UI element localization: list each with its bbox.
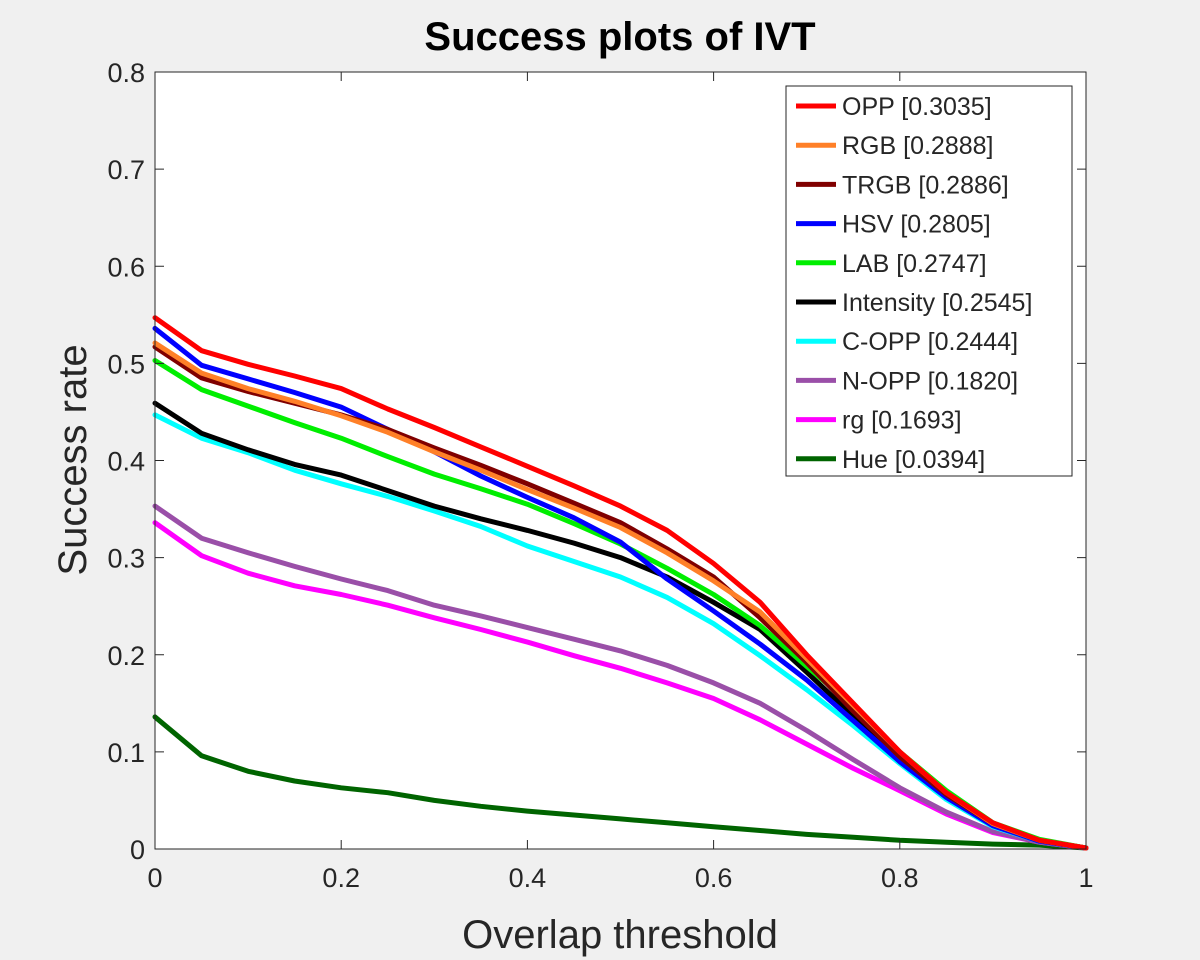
legend: OPP [0.3035] RGB [0.2888] TRGB [0.2886] HSV… <box>785 85 1073 477</box>
series-line-9 <box>152 714 1089 851</box>
chart-title: Success plots of IVT <box>424 15 815 59</box>
legend-label-1: RGB [0.2888] <box>842 132 993 160</box>
x-tick-label: 0.6 <box>695 863 733 893</box>
y-tick-label: 0.1 <box>107 738 145 768</box>
y-tick-label: 0.4 <box>107 447 145 477</box>
series-line-0 <box>152 315 1089 851</box>
legend-label-9: Hue [0.0394] <box>842 446 985 474</box>
legend-label-6: C-OPP [0.2444] <box>842 328 1018 356</box>
legend-label-5: Intensity [0.2545] <box>842 289 1032 317</box>
legend-box <box>785 85 1073 477</box>
legend-label-3: HSV [0.2805] <box>842 211 991 239</box>
legend-label-8: rg [0.1693] <box>842 407 962 435</box>
legend-label-4: LAB [0.2747] <box>842 250 987 278</box>
x-axis-label: Overlap threshold <box>462 913 778 957</box>
x-tick-label: 0 <box>147 863 162 893</box>
axes-box <box>154 71 1087 850</box>
legend-label-0: OPP [0.3035] <box>842 93 992 121</box>
tick-labels: 0 0.2 0.4 0.6 0.8 1 0 0.1 0.2 0.3 0.4 0.5 0.6 0.7 0.8 <box>107 58 1093 893</box>
x-tick-label: 0.4 <box>509 863 547 893</box>
y-tick-label: 0.3 <box>107 544 145 574</box>
curves-group <box>152 315 1089 851</box>
y-axis-label: Success rate <box>51 344 95 575</box>
y-tick-label: 0.6 <box>107 252 145 282</box>
x-tick-label: 1 <box>1078 863 1093 893</box>
y-tick-label: 0.7 <box>107 155 145 185</box>
y-tick-label: 0 <box>130 835 145 865</box>
x-tick-label: 0.2 <box>322 863 360 893</box>
legend-label-2: TRGB [0.2886] <box>842 171 1009 199</box>
series-line-7 <box>152 503 1089 851</box>
y-tick-label: 0.8 <box>107 58 145 88</box>
y-tick-label: 0.5 <box>107 349 145 379</box>
series-line-3 <box>152 325 1089 851</box>
y-tick-label: 0.2 <box>107 641 145 671</box>
x-tick-label: 0.8 <box>881 863 919 893</box>
legend-label-7: N-OPP [0.1820] <box>842 367 1018 395</box>
